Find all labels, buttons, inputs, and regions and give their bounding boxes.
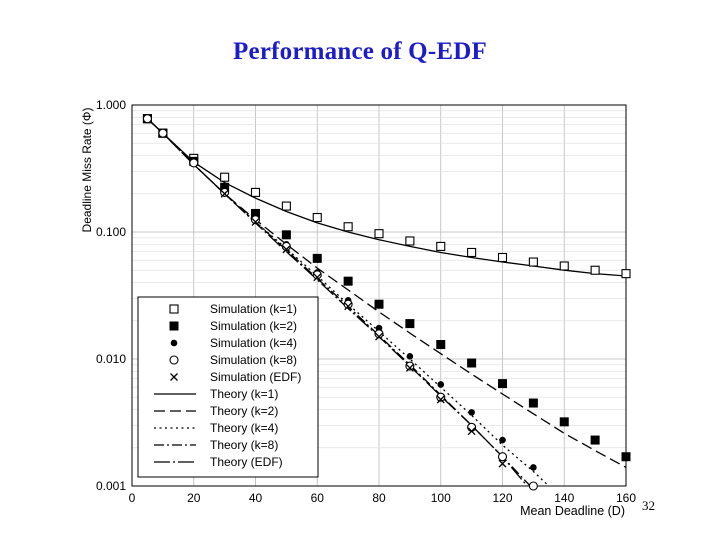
data-point-sim-4 — [374, 329, 384, 339]
data-point-sim-4 — [189, 158, 199, 168]
data-point-sim-1 — [436, 241, 446, 251]
data-point-sim-5 — [344, 302, 353, 311]
y-tick-label: 0.100 — [96, 225, 126, 239]
data-point-sim-4 — [142, 114, 152, 124]
x-tick-label: 60 — [311, 491, 325, 505]
data-point-sim-4 — [497, 452, 508, 462]
data-point-sim-2 — [281, 230, 291, 240]
data-point-sim-1 — [343, 222, 353, 232]
legend-marker-sim-1 — [169, 304, 179, 314]
data-point-sim-1 — [497, 252, 508, 263]
data-point-sim-2 — [528, 398, 538, 408]
data-point-sim-4 — [467, 422, 477, 432]
x-tick-label: 120 — [492, 491, 512, 505]
legend-label: Theory (EDF) — [210, 455, 283, 469]
x-tick-label: 20 — [187, 491, 201, 505]
legend-label: Simulation (k=8) — [210, 353, 297, 367]
theory-curves — [146, 118, 626, 486]
legend-label: Theory (k=2) — [210, 404, 278, 418]
data-point-sim-5 — [405, 364, 414, 372]
data-point-sim-4 — [250, 215, 261, 225]
data-point-sim-1 — [312, 212, 322, 223]
y-axis-label: Deadline Miss Rate (Φ) — [80, 108, 94, 233]
data-point-sim-2 — [343, 276, 353, 286]
data-point-sim-1 — [590, 265, 600, 275]
data-point-sim-1 — [220, 172, 230, 182]
legend-marker-sim-5 — [170, 373, 178, 381]
data-point-sim-5 — [251, 217, 260, 226]
data-point-sim-1 — [528, 257, 538, 267]
data-point-sim-3 — [468, 409, 475, 416]
x-tick-label: 40 — [249, 491, 263, 505]
data-point-sim-1 — [621, 269, 631, 279]
x-tick-label: 100 — [431, 491, 451, 505]
data-point-sim-2 — [405, 319, 415, 329]
legend-marker-sim-2 — [169, 321, 179, 331]
data-point-sim-1 — [281, 201, 291, 211]
data-point-sim-2 — [590, 435, 600, 445]
legend-label: Simulation (k=4) — [210, 336, 297, 350]
data-point-sim-3 — [530, 464, 537, 471]
data-point-sim-2 — [559, 417, 569, 427]
data-point-sim-5 — [467, 427, 476, 436]
x-tick-label: 160 — [616, 491, 636, 505]
x-tick-label: 140 — [554, 491, 574, 505]
data-point-sim-1 — [559, 261, 569, 271]
data-point-sim-4 — [312, 270, 322, 280]
theory-line-2 — [146, 118, 626, 468]
legend-label: Theory (k=8) — [210, 438, 278, 452]
data-point-sim-2 — [436, 340, 446, 350]
data-point-sim-5 — [313, 273, 322, 282]
y-tick-label: 0.010 — [96, 352, 126, 366]
data-point-sim-1 — [250, 187, 261, 197]
y-tick-label: 1.000 — [96, 98, 126, 112]
x-axis-label: Mean Deadline (D) — [520, 504, 625, 518]
data-point-sim-4 — [436, 392, 446, 402]
data-point-sim-5 — [498, 459, 507, 468]
legend-label: Theory (k=4) — [210, 421, 278, 435]
data-point-sim-2 — [621, 452, 631, 462]
x-tick-label: 0 — [129, 491, 136, 505]
theory-line-5 — [146, 118, 528, 486]
data-point-sim-3 — [499, 436, 506, 444]
legend-marker-sim-3 — [170, 339, 178, 347]
data-point-sim-5 — [282, 245, 291, 254]
data-point-sim-2 — [498, 379, 507, 389]
legend-label: Simulation (EDF) — [210, 370, 301, 384]
data-point-sim-5 — [220, 189, 229, 198]
x-tick-label: 80 — [372, 491, 386, 505]
data-point-sim-4 — [405, 361, 415, 371]
legend: Simulation (k=1) Simulation (k=2) Simulati… — [137, 296, 319, 478]
data-point-sim-2 — [312, 253, 322, 263]
data-point-sim-4 — [158, 128, 168, 138]
data-point-sim-1 — [374, 229, 384, 239]
data-point-sim-1 — [405, 236, 415, 246]
simulation-markers — [142, 114, 631, 491]
slide-title: Performance of Q-EDF — [233, 38, 487, 65]
data-point-sim-4 — [220, 187, 230, 197]
data-point-sim-3 — [406, 353, 414, 360]
legend-label: Simulation (k=1) — [210, 302, 297, 316]
data-point-sim-1 — [467, 247, 477, 258]
theory-line-3 — [146, 118, 550, 486]
theory-line-1 — [146, 118, 626, 277]
data-point-sim-3 — [437, 381, 445, 388]
plot-frame — [131, 104, 627, 487]
data-point-sim-4 — [343, 299, 353, 309]
data-point-sim-4 — [281, 241, 291, 251]
data-point-sim-2 — [467, 358, 477, 368]
data-point-sim-5 — [436, 395, 445, 404]
data-point-sim-4 — [528, 481, 538, 491]
legend-label: Simulation (k=2) — [210, 319, 297, 333]
page-number: 32 — [642, 498, 655, 513]
axes: 0 20 40 60 80 100 120 140 160 0.001 0.010 0.100 1.00… — [96, 98, 636, 505]
legend-marker-sim-4 — [169, 355, 179, 365]
legend-label: Theory (k=1) — [210, 387, 278, 401]
data-point-sim-2 — [374, 299, 384, 309]
legend-box — [137, 296, 319, 478]
data-point-sim-5 — [375, 332, 383, 341]
y-tick-label: 0.001 — [96, 479, 126, 493]
